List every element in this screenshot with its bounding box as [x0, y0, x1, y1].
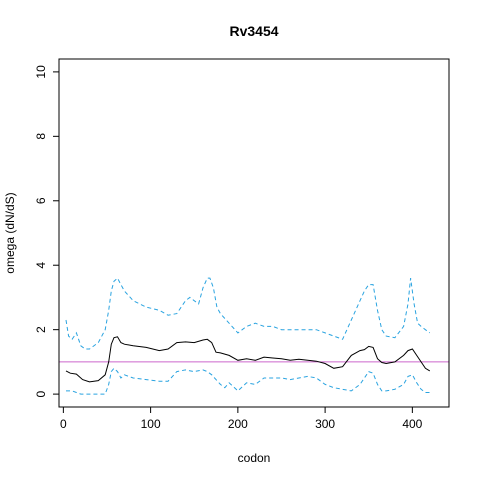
plot-frame	[58, 58, 450, 408]
y-tick-label: 6	[34, 197, 48, 204]
y-tick-label: 0	[34, 390, 48, 397]
series-line-3	[66, 367, 430, 395]
x-axis-label: codon	[238, 451, 271, 465]
y-tick-label: 2	[34, 326, 48, 333]
y-tick-label: 4	[34, 262, 48, 269]
series-line-1	[65, 336, 431, 383]
chart-title: Rv3454	[229, 23, 278, 39]
plot-area: 0 100 200 300 400 0 2 4 6 8 10	[34, 65, 449, 431]
y-axis-label: omega (dN/dS)	[3, 192, 17, 273]
x-tick-label: 100	[141, 417, 161, 431]
x-tick-label: 300	[315, 417, 335, 431]
x-tick-label: 0	[60, 417, 67, 431]
x-tick-label: 400	[402, 417, 422, 431]
x-tick-label: 200	[228, 417, 248, 431]
series-line-2	[65, 277, 431, 350]
y-tick-label: 10	[34, 65, 48, 79]
y-tick-label: 8	[34, 133, 48, 140]
